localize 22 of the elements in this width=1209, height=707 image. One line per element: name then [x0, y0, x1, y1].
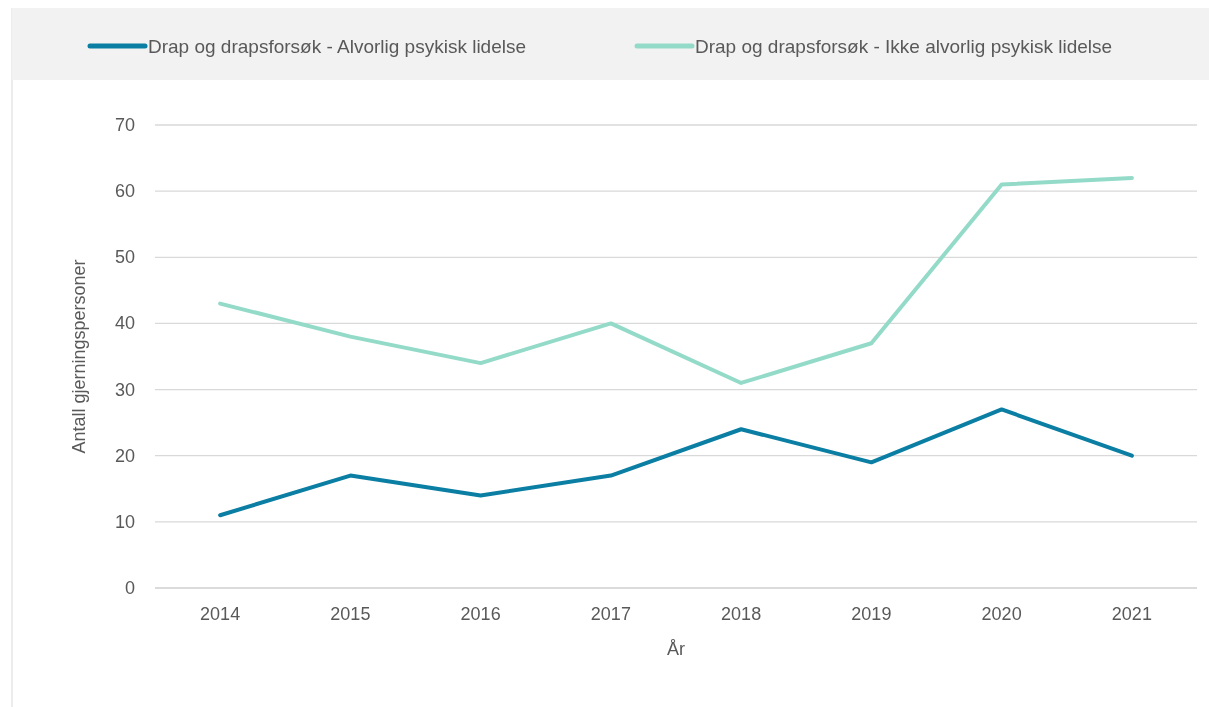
x-tick-label: 2017 — [590, 604, 631, 624]
y-axis-title: Antall gjerningspersoner — [69, 259, 89, 454]
y-tick-label: 30 — [114, 379, 135, 400]
y-tick-label: 40 — [114, 313, 135, 334]
legend-label: Drap og drapsforsøk - Ikke alvorlig psykisk lidelse — [695, 36, 1113, 57]
line-series — [218, 407, 1134, 518]
x-axis-title: År — [667, 639, 686, 659]
x-tick-label: 2020 — [981, 604, 1022, 624]
x-tick-label: 2016 — [460, 604, 501, 624]
x-tick-label: 2019 — [851, 604, 892, 624]
y-tick-label: 0 — [124, 578, 135, 598]
line-series — [218, 175, 1134, 385]
x-tick-label: 2018 — [721, 604, 762, 624]
legend-label: Drap og drapsforsøk - Alvorlig psykisk lidelse — [148, 36, 527, 57]
y-tick-label: 70 — [114, 115, 135, 135]
x-tick-label: 2014 — [200, 604, 241, 624]
x-tick-label: 2021 — [1111, 604, 1152, 624]
y-tick-label: 50 — [114, 247, 135, 268]
y-tick-label: 60 — [114, 181, 135, 202]
x-tick-label: 2015 — [330, 604, 371, 624]
y-tick-label: 20 — [114, 445, 135, 466]
y-tick-label: 10 — [114, 511, 135, 532]
